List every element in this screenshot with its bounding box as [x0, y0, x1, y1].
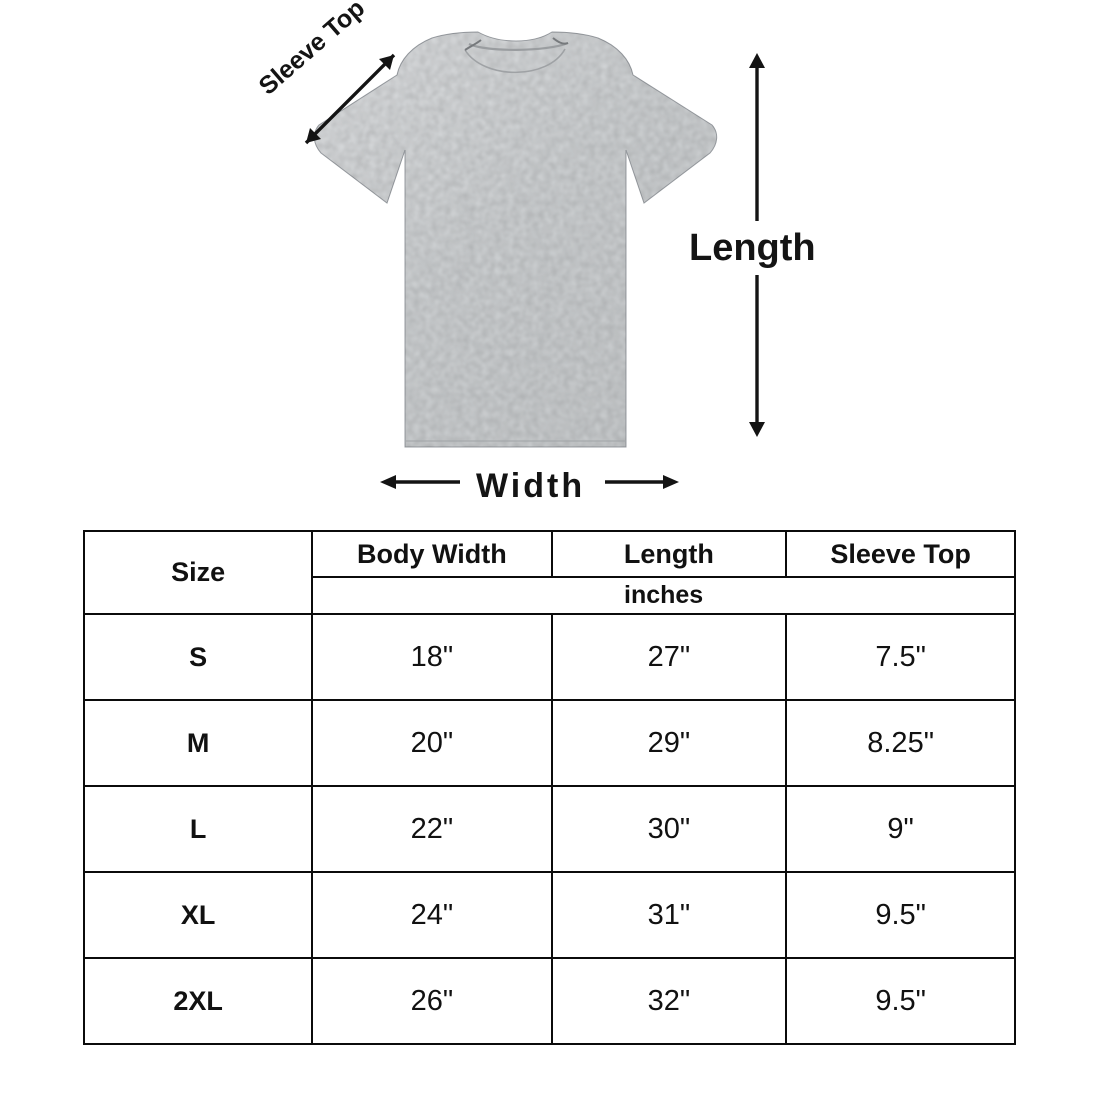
svg-text:Width: Width [476, 467, 585, 505]
svg-text:Length: Length [689, 227, 816, 269]
svg-text:Sleeve Top: Sleeve Top [254, 0, 371, 101]
